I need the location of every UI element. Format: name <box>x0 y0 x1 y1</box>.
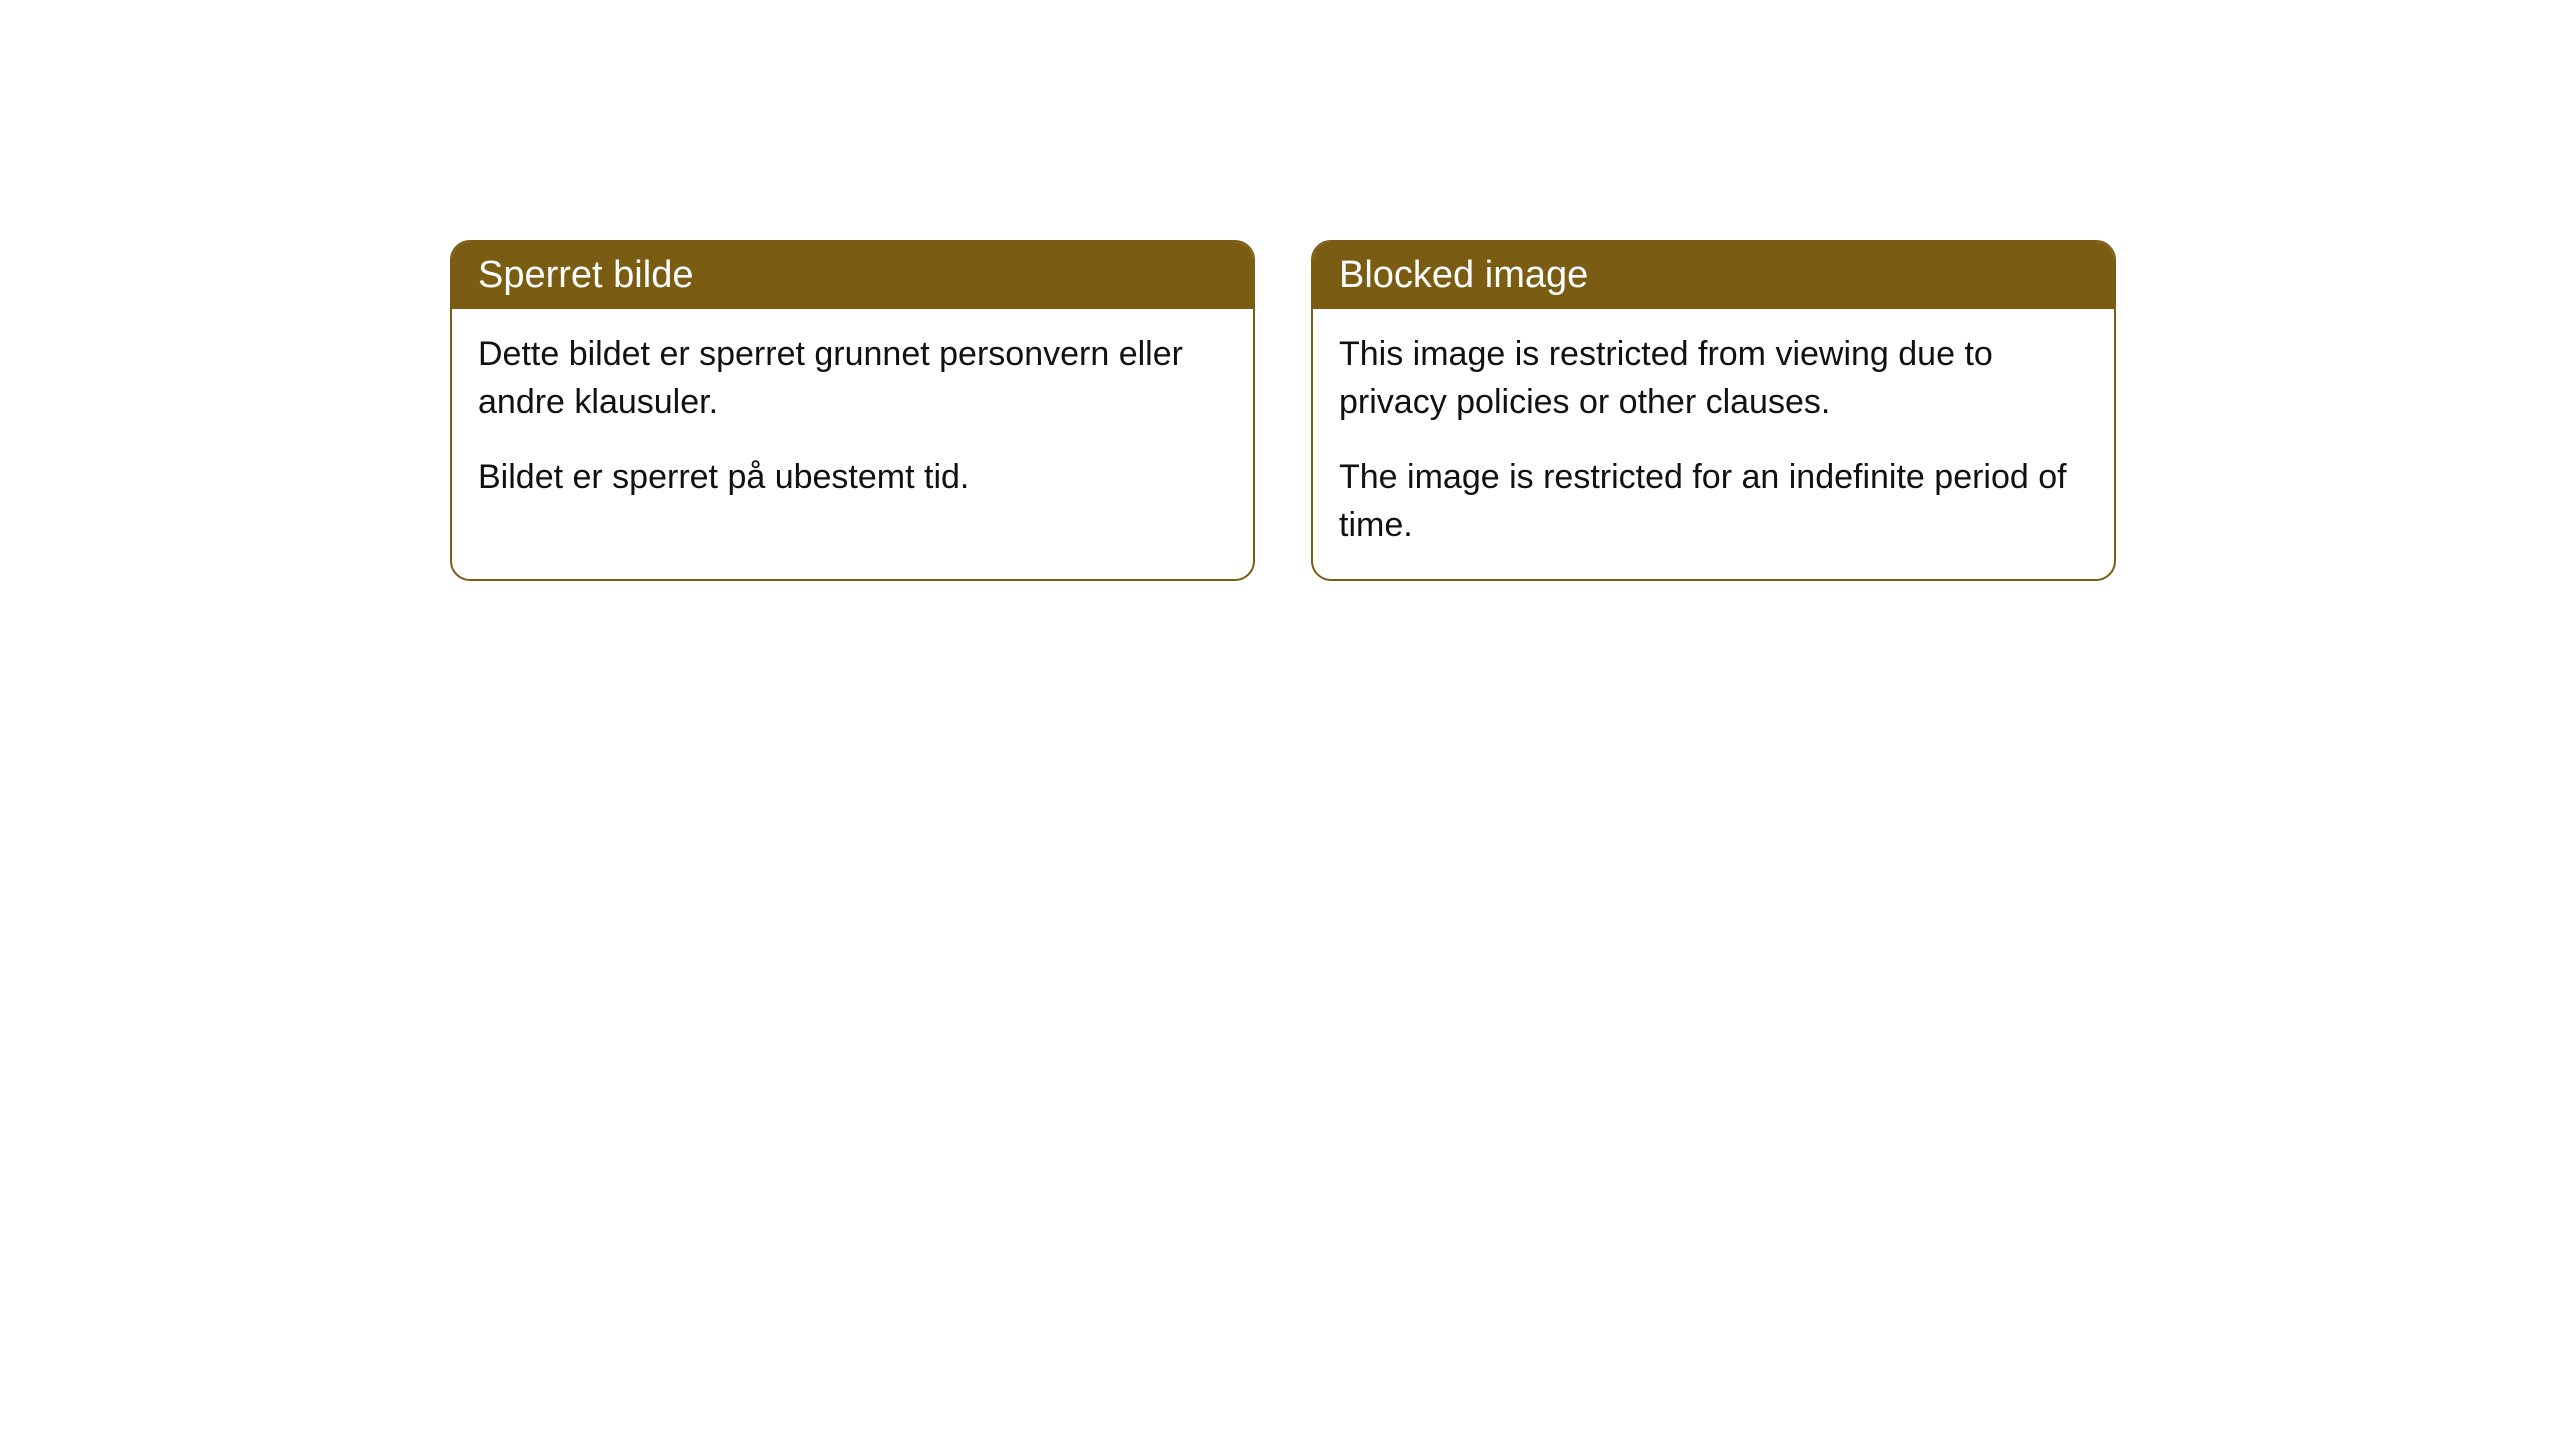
card-paragraph: The image is restricted for an indefinit… <box>1339 454 2088 549</box>
card-norwegian: Sperret bilde Dette bildet er sperret gr… <box>450 240 1255 581</box>
card-header-english: Blocked image <box>1313 242 2114 309</box>
card-body-norwegian: Dette bildet er sperret grunnet personve… <box>452 309 1253 532</box>
card-header-norwegian: Sperret bilde <box>452 242 1253 309</box>
card-title-english: Blocked image <box>1339 254 1588 296</box>
card-body-english: This image is restricted from viewing du… <box>1313 309 2114 579</box>
card-english: Blocked image This image is restricted f… <box>1311 240 2116 581</box>
card-paragraph: Bildet er sperret på ubestemt tid. <box>478 454 1227 502</box>
card-paragraph: Dette bildet er sperret grunnet personve… <box>478 331 1227 426</box>
card-paragraph: This image is restricted from viewing du… <box>1339 331 2088 426</box>
card-title-norwegian: Sperret bilde <box>478 254 693 296</box>
cards-container: Sperret bilde Dette bildet er sperret gr… <box>450 240 2116 581</box>
